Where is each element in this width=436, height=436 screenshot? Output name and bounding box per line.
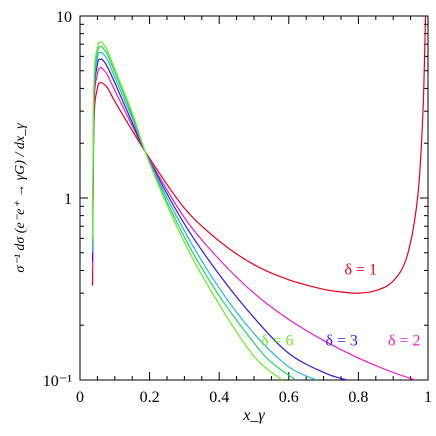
x-tick-label: 0.4 [209, 389, 229, 406]
y-axis-label: σ⁻¹ dσ (e⁻e⁺ → γG) / dx_γ [13, 123, 28, 273]
series-line-delta-5 [91, 45, 297, 380]
series-annotation: δ = 3 [325, 332, 358, 349]
series-line-delta-1 [91, 16, 427, 294]
series-line-delta-4 [91, 51, 317, 380]
y-tick-label: 10⁻¹ [43, 373, 72, 390]
axis-tick-labels: 0 0.2 0.4 0.6 0.8 1 10⁻¹ 1 10 [43, 9, 432, 406]
series-annotations: δ = 1 δ = 2 δ = 3 δ = 6 [261, 261, 421, 349]
series-annotation: δ = 1 [344, 261, 377, 278]
plot-frame [79, 15, 429, 381]
axis-ticks [79, 15, 429, 381]
x-tick-label: 0.6 [279, 389, 299, 406]
series-lines [91, 16, 427, 380]
series-annotation: δ = 2 [388, 332, 421, 349]
x-axis-label: x_γ [242, 407, 265, 424]
x-tick-label: 0 [76, 389, 84, 406]
x-tick-label: 1 [424, 389, 432, 406]
series-annotation: δ = 6 [261, 332, 294, 349]
x-tick-label: 0.8 [348, 389, 368, 406]
y-tick-label: 10 [56, 9, 72, 26]
y-tick-label: 1 [64, 191, 72, 208]
series-line-delta-3 [91, 58, 349, 380]
x-tick-label: 0.2 [140, 389, 160, 406]
series-line-delta-6 [91, 41, 283, 380]
